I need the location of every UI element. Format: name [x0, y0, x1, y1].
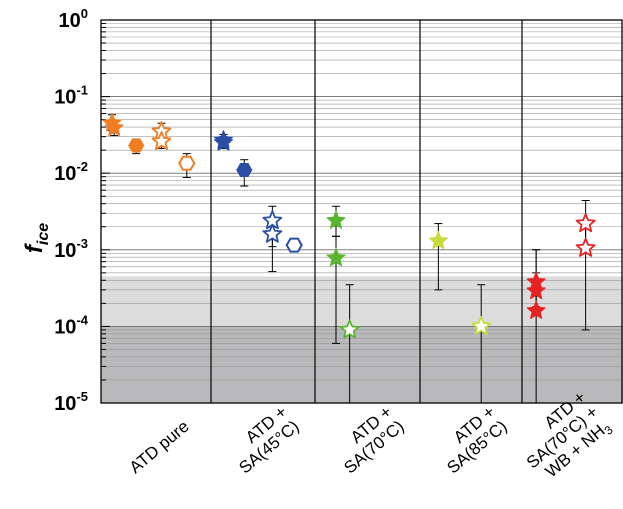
y-tick-label: 10-2	[54, 159, 88, 185]
data-point-star	[326, 248, 346, 267]
data-point-star	[262, 223, 283, 243]
x-category-line: ATD pure	[126, 417, 193, 478]
x-category-label: ATD pure	[126, 417, 193, 478]
data-point-star	[213, 132, 234, 151]
data-point-hexagon	[236, 163, 253, 178]
y-tick-exponent: -4	[76, 312, 88, 327]
y-tick-base: 10	[59, 10, 81, 32]
y-tick-base: 10	[54, 316, 76, 338]
x-category-label: ATD +SA(85°C)	[443, 402, 510, 477]
data-point-star	[151, 131, 172, 151]
y-tick-label: 10-4	[54, 312, 89, 338]
y-tick-exponent: -5	[76, 389, 88, 404]
y-axis-label-main: f	[21, 243, 48, 253]
y-axis-label-subscript: ice	[35, 223, 52, 245]
y-tick-exponent: 0	[81, 6, 88, 21]
x-category-label: ATD +SA(70°C)	[340, 402, 407, 477]
data-point-star	[339, 319, 360, 339]
y-tick-label: 10-1	[54, 83, 88, 109]
y-tick-exponent: -1	[76, 83, 88, 98]
x-category-label: ATD +SA(45°C)	[235, 402, 302, 477]
y-tick-base: 10	[54, 393, 76, 415]
y-tick-base: 10	[54, 240, 76, 262]
shaded-bands	[101, 276, 623, 403]
x-category-subscript: 3	[602, 423, 616, 438]
data-point-star	[526, 300, 546, 319]
data-point-star	[575, 237, 596, 257]
y-axis-label: fice	[21, 223, 52, 253]
data-point-star	[471, 315, 492, 335]
y-tick-exponent: -3	[76, 236, 88, 251]
data-point-star	[326, 210, 346, 229]
data-point-star	[428, 231, 448, 250]
y-tick-base: 10	[54, 163, 76, 185]
shaded-band	[101, 276, 623, 327]
plot-frame	[100, 19, 623, 404]
data-point-star	[104, 117, 124, 137]
shaded-band	[101, 326, 623, 403]
y-tick-label: 10-3	[54, 236, 88, 262]
data-point-star	[575, 213, 596, 233]
y-tick-base: 10	[54, 87, 76, 109]
y-tick-label: 10-5	[54, 389, 88, 415]
y-tick-exponent: -2	[76, 159, 88, 174]
data-point-hexagon	[178, 155, 196, 171]
group-dividers	[210, 20, 523, 403]
y-tick-label: 100	[59, 6, 88, 32]
data-points	[102, 113, 596, 339]
data-point-hexagon	[285, 237, 303, 253]
data-point-star	[526, 280, 546, 300]
data-point-hexagon	[128, 138, 145, 153]
